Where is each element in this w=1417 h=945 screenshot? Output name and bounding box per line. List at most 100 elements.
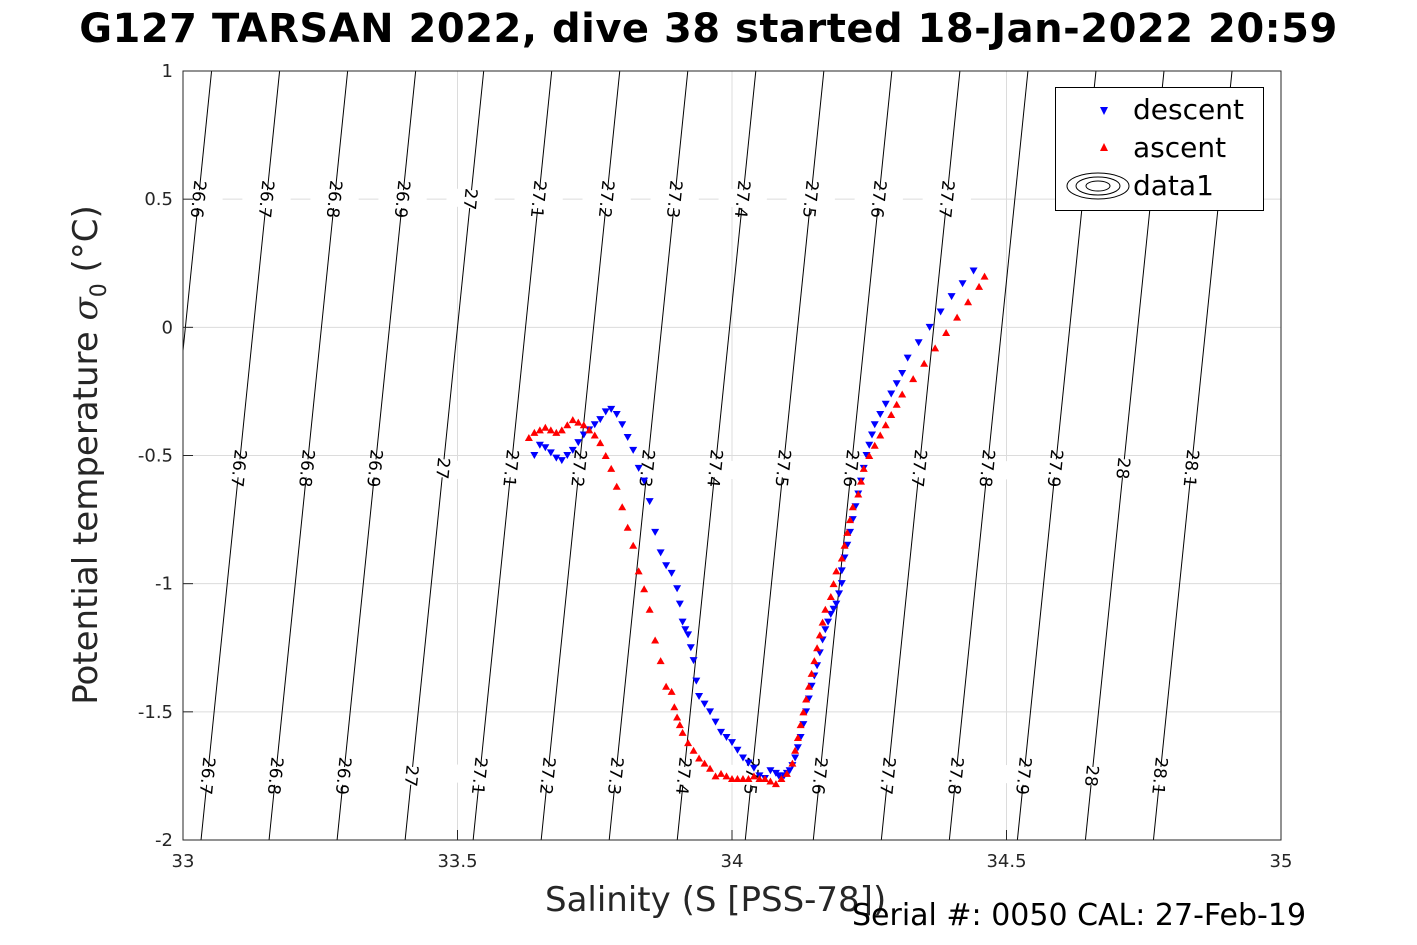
contour-ellipse-icon [1066,172,1130,200]
descent-point [738,754,747,762]
y-tick-label: -0.5 [138,446,173,467]
contour-label: 27.8 [974,448,998,488]
contour-label: 27.5 [770,448,794,488]
contour-label-bg [581,187,632,211]
descent-point [914,339,923,347]
descent-point [541,444,550,452]
descent-point [535,441,544,449]
ascent-point [552,428,561,436]
ascent-point [771,780,780,788]
legend-item-data1[interactable]: data1 [1056,168,1263,204]
ascent-point [854,490,863,498]
contour-label: 26.9 [362,448,386,488]
contour-label-bg [386,764,437,788]
x-axis-ticks: 33 33.5 34 34.5 35 [172,830,1292,872]
legend[interactable]: descent ascent data1 [1055,87,1264,211]
descent-point [546,449,555,457]
descent-point [596,416,605,424]
contour-label: 27.4 [702,448,726,488]
ascent-point [684,739,693,747]
ascent-point [832,567,841,575]
descent-point [821,626,830,634]
ascent-point [700,759,709,767]
legend-item-ascent[interactable]: ascent [1056,130,1263,166]
ascent-point [645,605,654,613]
contour-label-bg [513,187,564,211]
y-tick-label: 0.5 [144,189,173,210]
ascent-point [953,313,962,321]
ascent-point [840,541,849,549]
contour-label: 28.1 [1179,448,1203,488]
descent-point [686,644,695,652]
density-contour-labels: 26.6 26.7 26.8 26.9 27 27.1 27.2 27.3 27.4 27.5 27… [173,179,1217,796]
contour-label-bg [931,764,981,788]
descent-point [618,421,627,429]
contour-label-bg [690,456,741,480]
ascent-point [546,426,555,434]
ascent-point [931,344,940,352]
descent-point [835,590,844,598]
ascent-point [607,464,616,472]
ascent-point [634,567,643,575]
ascent-point [563,421,572,429]
descent-point [791,754,800,762]
contour-label: 27.5 [798,179,822,219]
descent-point [574,439,583,447]
contour-label: 28.1 [1147,756,1171,796]
ascent-point [829,580,838,588]
y-axis-ticks: -2 -1.5 -1 -0.5 0 0.5 1 [138,61,193,851]
legend-label-descent: descent [1133,93,1244,126]
ascent-point [557,426,566,434]
descent-marker-icon [1100,107,1108,115]
ascent-point [898,390,907,398]
contour-label: 27.8 [943,756,967,796]
descent-point [530,452,539,459]
contour-label: 27.1 [526,179,550,219]
contour-label-bg [1030,456,1081,480]
ascent-point [813,644,822,652]
contour-label-bg [785,187,836,211]
contour-label-bg [182,764,233,788]
ascent-point [568,416,577,424]
ascent-point [810,657,819,665]
legend-item-descent[interactable]: descent [1056,92,1263,128]
descent-point [898,369,907,377]
descent-point [629,446,638,454]
ascent-point [711,772,720,780]
descent-point [958,280,967,288]
contour-label-bg [999,764,1049,788]
descent-point [634,464,643,472]
ascent-point [618,503,627,511]
ascent-point [601,452,610,459]
descent-point [651,528,660,536]
descent-point [728,739,736,747]
ascent-point [667,687,676,695]
descent-point [892,380,901,388]
ascent-point [818,618,827,626]
descent-point [675,600,684,608]
ascent-point [799,708,808,716]
ascent-point [612,482,621,490]
ascent-point [791,746,800,754]
ascent-point [766,777,775,785]
ascent-point [920,359,929,367]
contour-label: 27.2 [535,756,559,796]
ascent-point [535,426,544,434]
x-tick-label: 34.5 [986,851,1026,872]
descent-point [793,744,802,752]
descent-point [722,733,731,741]
contour-label: 26.9 [390,179,414,219]
ascent-point [760,774,769,782]
ascent-point [651,636,660,644]
descent-point [824,618,833,626]
descent-point [656,549,665,557]
descent-point [607,405,616,413]
contour-label: 26.7 [195,756,219,796]
ascent-point [909,375,918,383]
legend-label-ascent: ascent [1133,131,1227,164]
descent-point [662,562,671,570]
descent-point [568,446,577,454]
contour-label: 27.4 [730,179,754,219]
ascent-point [755,774,764,782]
descent-point [623,434,632,442]
